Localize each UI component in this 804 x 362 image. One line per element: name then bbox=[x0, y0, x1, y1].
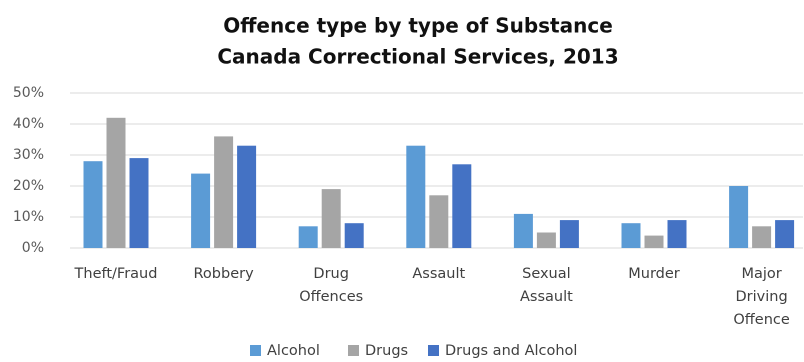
bar bbox=[129, 158, 149, 248]
y-tick-label: 0% bbox=[22, 240, 44, 256]
bar bbox=[452, 164, 472, 248]
legend: Alcohol Drugs Drugs and Alcohol bbox=[250, 343, 577, 359]
bars bbox=[83, 117, 795, 248]
bar bbox=[429, 195, 449, 248]
x-tick-label: Assault bbox=[412, 266, 465, 282]
x-tick-label: Robbery bbox=[194, 266, 255, 282]
x-tick-label: Offences bbox=[299, 289, 363, 305]
legend-swatch bbox=[428, 345, 439, 356]
x-tick-label: Driving bbox=[736, 289, 788, 305]
bar bbox=[298, 226, 318, 248]
y-tick-label: 40% bbox=[13, 116, 44, 132]
bar bbox=[621, 223, 641, 248]
bar bbox=[406, 145, 426, 248]
y-axis-ticks: 0% 10% 20% 30% 40% 50% bbox=[13, 85, 44, 256]
legend-entry: Alcohol bbox=[267, 343, 320, 359]
bar bbox=[214, 136, 234, 248]
x-tick-label: Drug bbox=[313, 266, 349, 282]
bar bbox=[729, 186, 749, 248]
x-tick-label: Theft/Fraud bbox=[74, 266, 158, 282]
bar bbox=[513, 213, 533, 248]
x-tick-label: Assault bbox=[520, 289, 573, 305]
bar bbox=[321, 189, 341, 248]
x-tick-label: Offence bbox=[733, 312, 789, 328]
legend-entry: Drugs and Alcohol bbox=[445, 343, 577, 359]
legend-swatch bbox=[250, 345, 261, 356]
bar bbox=[775, 220, 795, 248]
bar bbox=[752, 226, 772, 248]
bar bbox=[191, 173, 211, 248]
bar bbox=[536, 232, 556, 248]
chart-title-line: Canada Correctional Services, 2013 bbox=[217, 45, 618, 69]
y-tick-label: 30% bbox=[13, 147, 44, 163]
bar bbox=[106, 117, 126, 248]
bar bbox=[237, 145, 257, 248]
x-tick-label: Murder bbox=[628, 266, 680, 282]
legend-swatch bbox=[348, 345, 359, 356]
y-tick-label: 50% bbox=[13, 85, 44, 101]
bar bbox=[83, 161, 103, 248]
bar bbox=[667, 220, 687, 248]
bar bbox=[559, 220, 579, 248]
bar bbox=[344, 223, 364, 248]
bar bbox=[644, 235, 664, 248]
chart-title-line: Offence type by type of Substance bbox=[223, 14, 613, 38]
chart-title: Offence type by type of Substance Canada … bbox=[217, 14, 618, 69]
legend-entry: Drugs bbox=[365, 343, 408, 359]
x-tick-label: Major bbox=[741, 266, 781, 282]
x-tick-label: Sexual bbox=[522, 266, 571, 282]
y-tick-label: 20% bbox=[13, 178, 44, 194]
y-tick-label: 10% bbox=[13, 209, 44, 225]
x-axis-labels: Theft/Fraud Robbery Drug Offences Assault Sex… bbox=[74, 266, 790, 328]
